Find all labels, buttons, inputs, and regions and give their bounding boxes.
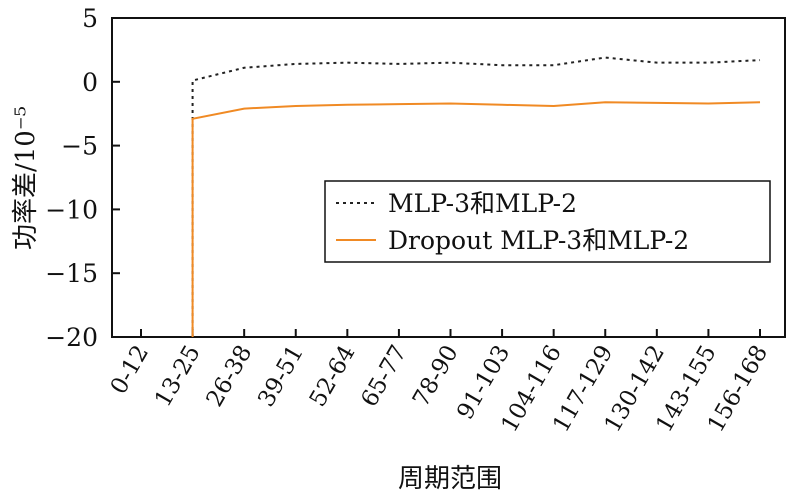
legend: MLP-3和MLP-2 Dropout MLP-3和MLP-2 xyxy=(325,181,770,262)
y-tick-label: 5 xyxy=(82,4,98,33)
y-axis-label: 功率差/10⁻⁵ xyxy=(11,106,41,250)
y-tick-label: −10 xyxy=(45,195,98,224)
x-tick-label: 13-25 xyxy=(150,341,206,411)
x-tick-label: 39-51 xyxy=(253,341,309,411)
y-tick-label: 0 xyxy=(82,68,98,97)
y-tick-label: −20 xyxy=(45,323,98,352)
y-tick-label: −5 xyxy=(61,132,98,161)
x-tick-label: 78-90 xyxy=(408,341,464,411)
x-tick-label: 65-77 xyxy=(356,341,412,411)
x-tick-label: 0-12 xyxy=(106,341,154,399)
x-axis-label: 周期范围 xyxy=(398,464,502,494)
y-tick-label: −15 xyxy=(45,259,98,288)
plot-frame xyxy=(112,18,785,337)
x-tick-label: 52-64 xyxy=(305,341,361,411)
x-tick-label: 26-38 xyxy=(202,341,258,411)
legend-label-1: Dropout MLP-3和MLP-2 xyxy=(388,226,689,255)
legend-label-0: MLP-3和MLP-2 xyxy=(388,189,577,218)
